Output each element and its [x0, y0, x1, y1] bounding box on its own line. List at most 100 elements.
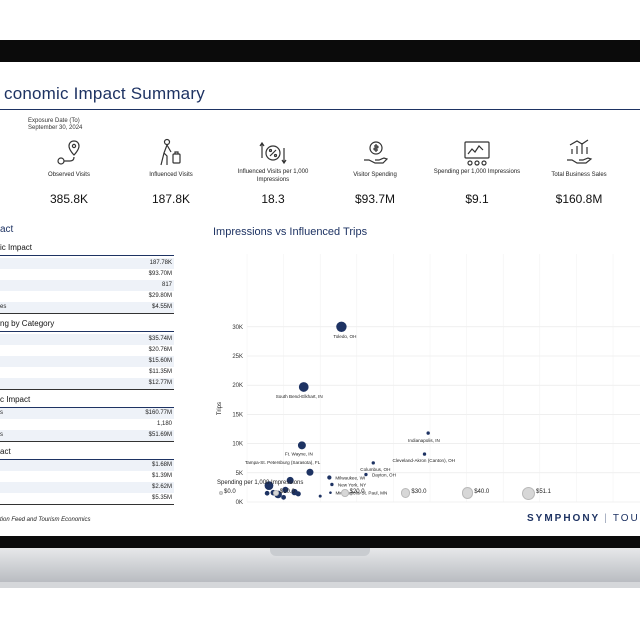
- table-bottom-rule: [0, 313, 174, 314]
- row-value: 187.78K: [149, 260, 172, 266]
- size-legend-marker: [522, 486, 535, 500]
- brand-separator: |: [604, 513, 609, 524]
- table-bottom-rule: [0, 389, 174, 390]
- point-label: Milwaukee, WI: [335, 475, 365, 480]
- left-section-title: act: [0, 224, 14, 235]
- chart-title: Impressions vs Influenced Trips: [213, 226, 368, 238]
- y-tick-label: 25K: [232, 354, 243, 360]
- y-tick-label: 30K: [232, 325, 243, 331]
- data-point: [282, 486, 289, 493]
- size-legend-label: $10.0: [279, 489, 295, 495]
- size-legend-label: $40.0: [474, 489, 490, 495]
- laptop-notch: [270, 548, 370, 556]
- hand-money-icon: [364, 141, 389, 164]
- row-value: $160.77M: [145, 410, 172, 416]
- y-axis-label: Trips: [217, 402, 223, 415]
- row-value: $12.77M: [148, 380, 172, 386]
- y-tick-label: 0K: [236, 500, 243, 506]
- table-bottom-rule: [0, 504, 174, 505]
- point-label: Columbus, OH: [360, 467, 390, 472]
- row-value: $20.76M: [148, 347, 172, 353]
- exposure-date-value[interactable]: September 30, 2024: [28, 125, 83, 131]
- y-tick-label: 10K: [232, 442, 243, 448]
- data-point: [295, 491, 301, 497]
- traveler-luggage-icon: [160, 138, 181, 166]
- data-point: [329, 491, 332, 494]
- table-row: $5.35M: [0, 493, 174, 504]
- point-label: Ft. Wayne, IN: [285, 451, 313, 456]
- data-point: [364, 472, 368, 477]
- table-title: ng by Category: [0, 319, 55, 328]
- kpi-value: 18.3: [261, 192, 285, 206]
- kpi-value: 385.8K: [49, 192, 89, 206]
- route-map-pin-icon: [57, 140, 80, 165]
- source-note: tion Feed and Tourism Economics: [0, 517, 91, 523]
- table-row: $20.76M: [0, 345, 174, 356]
- point-label: Toledo, OH: [333, 334, 356, 339]
- laptop-shadow: [0, 582, 640, 588]
- kpi-label: Spending per 1,000 Impressions: [433, 169, 521, 175]
- table-row: $2.62M: [0, 482, 174, 493]
- kpi-label: Influenced Visits per 1,000 Impressions: [237, 169, 309, 183]
- table-row: 817: [0, 280, 174, 291]
- scatter-chart[interactable]: 0K5K10K15K20K25K30K0K100K200K300K400K500…: [210, 246, 640, 506]
- table-title-rule: [0, 407, 174, 408]
- kpi-value: $93.7M: [354, 192, 396, 206]
- data-point: [286, 476, 294, 484]
- table-row: $1.39M: [0, 471, 174, 482]
- brand-suffix: TOUR: [612, 513, 640, 524]
- kpi-value: $9.1: [465, 192, 489, 206]
- table-title-rule: [0, 255, 174, 256]
- size-legend-label: $20.0: [349, 489, 365, 495]
- table-row: $93.70M: [0, 269, 174, 280]
- table-row: $15.60M: [0, 356, 174, 367]
- kpi-value: 187.8K: [151, 192, 191, 206]
- y-tick-label: 5K: [236, 471, 243, 477]
- brand-name: SYMPHONY: [527, 513, 601, 524]
- size-legend-marker: [219, 491, 223, 495]
- kpi-influenced-visits: [121, 138, 221, 168]
- point-label: Dayton, OH: [372, 473, 396, 478]
- y-tick-label: 15K: [232, 412, 243, 418]
- dashboard-spend-icon: [464, 141, 490, 166]
- kpi-value: $160.8M: [555, 192, 603, 206]
- data-point: [371, 461, 375, 465]
- row-value: $29.80M: [148, 293, 172, 299]
- kpi-observed-visits: [19, 138, 119, 168]
- page-title: conomic Impact Summary: [4, 84, 205, 103]
- row-value: $35.74M: [148, 336, 172, 342]
- row-value: $4.55M: [151, 304, 172, 310]
- kpi-visitor-spending: [325, 138, 425, 168]
- row-value: $11.35M: [149, 369, 172, 375]
- data-point: [336, 321, 347, 332]
- table-title: ic Impact: [0, 243, 33, 252]
- table-row: 187.78K: [0, 258, 174, 269]
- data-point: [297, 441, 306, 450]
- data-point: [298, 382, 309, 392]
- table-bottom-rule: [0, 441, 174, 442]
- row-key: s: [0, 410, 3, 416]
- kpi-label: Total Business Sales: [551, 172, 607, 178]
- data-point: [327, 475, 332, 480]
- size-legend-label: $0.0: [224, 489, 236, 495]
- point-label: Indianapolis, IN: [408, 438, 440, 443]
- title-divider: [0, 109, 640, 110]
- table-row: $11.35M: [0, 367, 174, 378]
- exposure-date-label: Exposure Date (To): [28, 118, 80, 124]
- size-legend-marker: [273, 490, 279, 496]
- table-row: $12.77M: [0, 378, 174, 389]
- kpi-spending-per-1000: [427, 138, 527, 168]
- row-value: $1.68M: [151, 462, 172, 468]
- row-key: s: [0, 432, 3, 438]
- row-value: $5.35M: [151, 495, 172, 501]
- table-title: act: [0, 447, 11, 456]
- kpi-label: Influenced Visits: [149, 172, 193, 178]
- kpi-influenced-per-1000: [223, 138, 323, 168]
- kpi-label: Observed Visits: [48, 172, 90, 178]
- table-title-rule: [0, 459, 174, 460]
- data-point: [426, 431, 430, 435]
- row-value: 1,180: [156, 421, 172, 427]
- data-point: [306, 468, 314, 476]
- row-value: $93.70M: [148, 271, 172, 277]
- size-legend-marker: [462, 487, 474, 499]
